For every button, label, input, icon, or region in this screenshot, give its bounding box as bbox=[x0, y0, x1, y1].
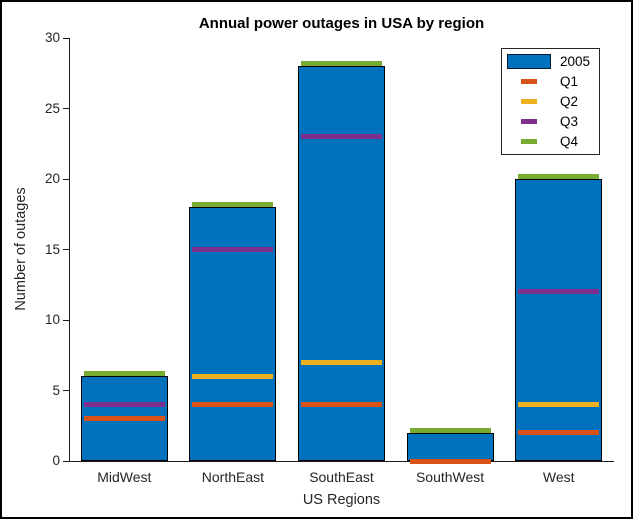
legend-item-q2: Q2 bbox=[502, 92, 599, 111]
y-tick bbox=[63, 390, 69, 391]
legend-swatch-q4 bbox=[521, 138, 537, 144]
y-tick-label: 20 bbox=[44, 171, 60, 186]
y-tick bbox=[63, 319, 69, 321]
y-tick bbox=[63, 460, 69, 462]
q2-mark-west bbox=[518, 402, 600, 408]
q2-mark-northeast bbox=[192, 373, 274, 379]
legend-swatch-col bbox=[507, 98, 551, 104]
q4-mark-west bbox=[518, 174, 600, 179]
x-axis-line bbox=[69, 461, 614, 462]
q1-mark-southeast bbox=[301, 402, 382, 408]
q2-mark-southeast bbox=[301, 359, 382, 365]
legend-label-q2: Q2 bbox=[560, 93, 579, 109]
bar-west bbox=[515, 179, 603, 461]
legend-swatch-q3 bbox=[521, 118, 537, 124]
q3-mark-southeast bbox=[301, 134, 382, 140]
y-tick bbox=[63, 249, 69, 250]
q4-mark-northeast bbox=[192, 202, 274, 208]
legend-label-2005: 2005 bbox=[560, 54, 591, 70]
q3-mark-midwest bbox=[83, 402, 165, 408]
x-category-label-northeast: NorthEast bbox=[201, 469, 265, 485]
legend-swatch-col bbox=[507, 138, 551, 144]
legend-swatch-2005 bbox=[507, 54, 551, 70]
y-tick-label: 15 bbox=[44, 241, 60, 257]
legend-item-q1: Q1 bbox=[502, 72, 599, 91]
bar-southeast bbox=[298, 66, 385, 461]
legend-label-q1: Q1 bbox=[560, 74, 579, 90]
y-tick-label: 0 bbox=[52, 453, 60, 468]
plot-area: 0 5 10 15 20 25 30 MidWest NorthEast SouthEast Sou… bbox=[45, 31, 614, 485]
q3-mark-west bbox=[518, 289, 600, 295]
legend-item-q4: Q4 bbox=[502, 132, 599, 151]
y-tick-label: 25 bbox=[44, 100, 60, 116]
y-axis-line bbox=[69, 38, 70, 462]
legend-label-q4: Q4 bbox=[560, 133, 579, 149]
q4-mark-midwest bbox=[83, 371, 165, 377]
q4-mark-southeast bbox=[301, 61, 382, 67]
x-category-label-southeast: SouthEast bbox=[309, 469, 374, 485]
chart-title: Annual power outages in USA by region bbox=[198, 15, 485, 32]
bar-southwest bbox=[406, 432, 494, 461]
legend-swatch-col bbox=[507, 79, 551, 85]
legend-item-q3: Q3 bbox=[502, 112, 599, 131]
legend-swatch-q2 bbox=[521, 98, 537, 104]
legend-swatch-col bbox=[507, 118, 551, 124]
legend-item-2005: 2005 bbox=[502, 52, 599, 71]
q1-mark-west bbox=[518, 430, 600, 436]
q1-mark-northeast bbox=[192, 402, 274, 408]
legend: 2005 Q1 Q2 Q3 Q4 bbox=[501, 48, 600, 155]
x-axis-label: US Regions bbox=[302, 492, 381, 508]
y-tick-label: 5 bbox=[52, 382, 60, 398]
y-tick bbox=[63, 108, 69, 109]
x-category-label-midwest: MidWest bbox=[97, 469, 152, 485]
q3-mark-northeast bbox=[192, 247, 274, 252]
legend-label-q3: Q3 bbox=[560, 113, 579, 129]
y-tick-label: 10 bbox=[44, 312, 60, 327]
q4-mark-southwest bbox=[409, 427, 491, 433]
legend-swatch-col bbox=[507, 54, 551, 70]
q1-mark-southwest bbox=[409, 458, 491, 464]
y-tick bbox=[63, 178, 69, 180]
x-category-label-southwest: SouthWest bbox=[415, 469, 485, 485]
q1-mark-midwest bbox=[83, 416, 165, 422]
y-tick-label: 30 bbox=[44, 30, 60, 45]
y-tick bbox=[63, 37, 69, 39]
legend-swatch-q1 bbox=[521, 79, 537, 85]
x-category-label-west: West bbox=[542, 469, 575, 485]
bar-northeast bbox=[189, 207, 277, 461]
